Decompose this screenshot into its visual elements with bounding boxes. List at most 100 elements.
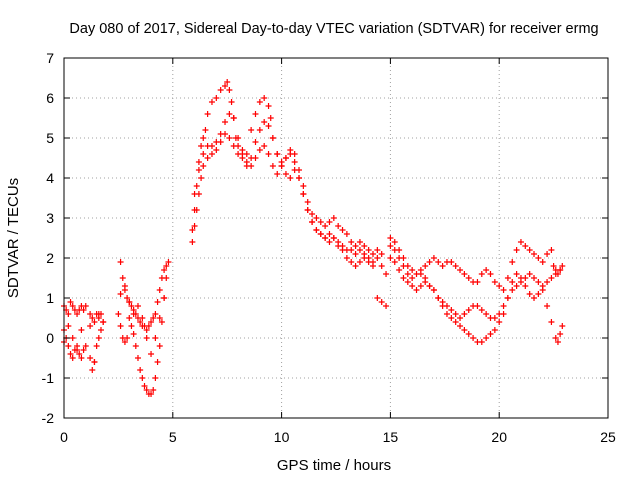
- data-point: [261, 119, 268, 125]
- x-tick-label: 20: [491, 429, 507, 445]
- data-point: [430, 287, 437, 293]
- x-tick-label: 10: [274, 429, 290, 445]
- data-point: [65, 323, 72, 329]
- data-point: [287, 151, 294, 157]
- data-point: [126, 299, 133, 305]
- data-point: [496, 319, 503, 325]
- data-point: [517, 239, 524, 245]
- data-point: [526, 247, 533, 253]
- y-tick-label: 2: [46, 250, 54, 266]
- data-point: [193, 207, 200, 213]
- data-point: [557, 267, 564, 273]
- data-point: [457, 323, 464, 329]
- data-point: [226, 87, 233, 93]
- data-point: [313, 227, 320, 233]
- data-point: [91, 319, 98, 325]
- data-point: [461, 271, 468, 277]
- data-point: [409, 275, 416, 281]
- data-point: [93, 343, 100, 349]
- data-point: [443, 311, 450, 317]
- data-point: [65, 343, 72, 349]
- data-point: [134, 355, 141, 361]
- data-point: [409, 267, 416, 273]
- data-point: [391, 259, 398, 265]
- data-point: [400, 263, 407, 269]
- data-point: [443, 303, 450, 309]
- data-point: [365, 247, 372, 253]
- data-point: [417, 283, 424, 289]
- y-tick-label: -1: [42, 370, 55, 386]
- data-point: [361, 243, 368, 249]
- data-point: [309, 219, 316, 225]
- data-point: [137, 319, 144, 325]
- data-point: [522, 283, 529, 289]
- data-point: [483, 311, 490, 317]
- data-point: [474, 303, 481, 309]
- data-point: [426, 259, 433, 265]
- data-point: [348, 239, 355, 245]
- data-point: [513, 271, 520, 277]
- data-point: [387, 243, 394, 249]
- data-point: [291, 167, 298, 173]
- data-point: [134, 303, 141, 309]
- data-point: [148, 351, 155, 357]
- data-point: [374, 255, 381, 261]
- data-point: [204, 155, 211, 161]
- data-point: [156, 287, 163, 293]
- data-point: [267, 115, 274, 121]
- data-point: [496, 283, 503, 289]
- data-point: [387, 235, 394, 241]
- data-point: [143, 387, 150, 393]
- data-point: [261, 143, 268, 149]
- data-point: [365, 255, 372, 261]
- data-point: [67, 299, 74, 305]
- data-point: [265, 123, 272, 129]
- data-point: [465, 307, 472, 313]
- data-point: [152, 335, 159, 341]
- data-point: [335, 223, 342, 229]
- data-point: [330, 215, 337, 221]
- data-point: [348, 259, 355, 265]
- data-point: [69, 303, 76, 309]
- data-point: [217, 87, 224, 93]
- y-tick-label: 3: [46, 210, 54, 226]
- data-point: [117, 291, 124, 297]
- data-point: [97, 327, 104, 333]
- data-point: [80, 347, 87, 353]
- data-point: [483, 335, 490, 341]
- data-point: [202, 127, 209, 133]
- data-point: [509, 259, 516, 265]
- data-point: [383, 271, 390, 277]
- data-point: [195, 167, 202, 173]
- data-point: [554, 339, 561, 345]
- data-point: [143, 335, 150, 341]
- data-point: [378, 251, 385, 257]
- data-point: [208, 143, 215, 149]
- data-point: [163, 263, 170, 269]
- data-point: [261, 95, 268, 101]
- data-point: [461, 311, 468, 317]
- data-point: [559, 323, 566, 329]
- data-point: [356, 239, 363, 245]
- data-point: [531, 275, 538, 281]
- data-point: [552, 271, 559, 277]
- data-point: [348, 247, 355, 253]
- data-point: [213, 95, 220, 101]
- data-point: [191, 191, 198, 197]
- data-point: [256, 147, 263, 153]
- data-point: [252, 155, 259, 161]
- data-point: [304, 199, 311, 205]
- data-point: [374, 295, 381, 301]
- data-point: [313, 215, 320, 221]
- data-point: [198, 175, 205, 181]
- data-point: [239, 151, 246, 157]
- data-point: [326, 231, 333, 237]
- data-point: [531, 295, 538, 301]
- data-point: [256, 127, 263, 133]
- data-point: [128, 323, 135, 329]
- data-point: [87, 355, 94, 361]
- data-point: [78, 355, 85, 361]
- data-point: [130, 331, 137, 337]
- data-point: [461, 327, 468, 333]
